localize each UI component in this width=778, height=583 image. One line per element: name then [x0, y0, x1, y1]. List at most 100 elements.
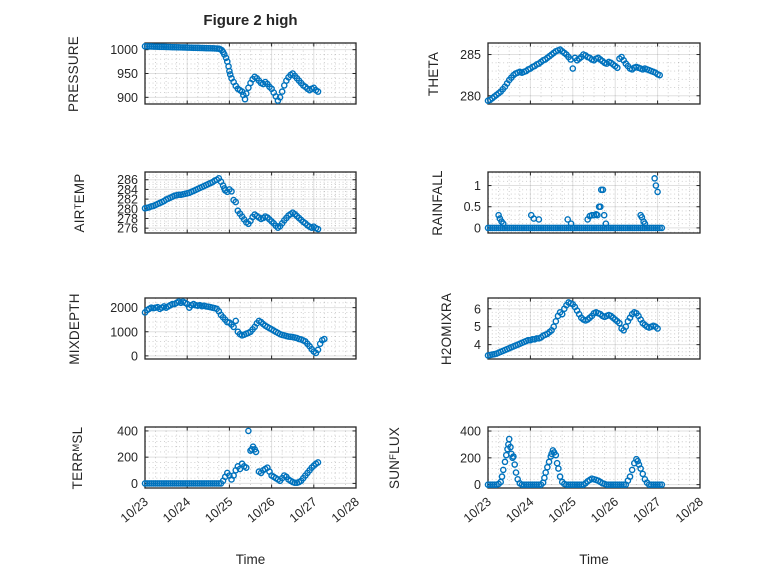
data-point-marker [611, 481, 619, 488]
data-point-marker [522, 481, 530, 488]
data-point-marker [563, 481, 570, 488]
x-tick-label: 10/25 [546, 495, 579, 526]
y-tick-label: 200 [117, 451, 138, 465]
data-point-marker [186, 480, 193, 487]
data-point-marker [556, 473, 564, 480]
data-point-marker [654, 224, 661, 232]
data-point-marker [169, 480, 176, 487]
data-point-marker [200, 480, 208, 487]
data-point-marker [179, 44, 187, 51]
data-point-marker [575, 224, 583, 232]
y-tick-label: 0.5 [464, 200, 481, 214]
data-point-marker [183, 480, 191, 487]
data-point-marker [222, 54, 230, 62]
data-point-marker [177, 44, 185, 51]
data-point-marker [590, 224, 598, 232]
data-point-marker [594, 224, 602, 232]
data-point-marker [527, 224, 534, 232]
data-point-marker [491, 224, 498, 232]
data-point-marker [169, 43, 176, 51]
ylabel-subscript: F [388, 453, 400, 460]
data-point-marker [505, 224, 513, 232]
data-point-marker [563, 224, 570, 232]
plot-area-mixdepth: 0 1000 2000 [110, 297, 357, 363]
data-point-marker [575, 481, 583, 488]
data-point-marker [221, 51, 228, 58]
data-point-marker [533, 481, 541, 488]
y-tick-label: 950 [117, 67, 138, 81]
data-point-marker [626, 473, 634, 480]
data-point-marker [484, 481, 492, 488]
data-point-marker [527, 481, 534, 488]
data-point-marker [616, 481, 623, 488]
data-point-marker [162, 480, 170, 487]
data-point-marker [577, 224, 585, 232]
data-point-marker [499, 224, 507, 232]
data-point-marker [573, 481, 581, 488]
data-point-marker [529, 481, 536, 488]
data-point-marker [192, 480, 199, 487]
axes-box [144, 171, 357, 234]
data-point-marker [592, 224, 600, 232]
data-point-marker [511, 461, 519, 468]
data-point-marker [230, 323, 237, 331]
x-tick-label: 10/24 [503, 495, 536, 526]
data-point-marker [226, 71, 234, 78]
y-tick-label: 285 [460, 48, 481, 62]
data-point-marker [628, 224, 636, 232]
data-point-marker [175, 191, 183, 199]
data-point-marker [529, 335, 536, 343]
data-point-marker [658, 224, 666, 232]
data-point-marker [173, 43, 180, 51]
data-point-marker [493, 224, 500, 232]
data-point-marker [641, 220, 649, 227]
data-point-marker [614, 64, 621, 72]
data-point-marker [211, 480, 218, 487]
data-point-marker [620, 481, 627, 488]
data-point-marker [179, 480, 187, 487]
y-tick-label: 284 [117, 183, 138, 197]
data-point-marker [573, 224, 581, 232]
data-point-marker [145, 43, 153, 50]
data-point-marker [544, 224, 551, 232]
x-tick-label: 10/27 [631, 495, 664, 526]
data-point-marker [190, 480, 197, 487]
x-tick-label: 10/28 [673, 495, 706, 526]
y-tick-label: 5 [474, 320, 481, 334]
data-point-marker [542, 469, 549, 476]
data-point-marker [535, 216, 543, 223]
data-point-marker [624, 224, 632, 232]
data-point-marker [484, 224, 492, 232]
data-point-marker [622, 224, 630, 232]
data-point-marker [192, 44, 199, 52]
data-point-marker [198, 480, 206, 487]
y-tick-label: 900 [117, 91, 138, 105]
data-point-marker [594, 211, 601, 219]
plot-area-h2omixra: 4 5 6 [474, 297, 701, 360]
y-tick-label: 4 [474, 338, 481, 352]
ylabel-text: PRESSURE [65, 35, 81, 112]
y-tick-label: 2000 [110, 301, 138, 315]
data-point-marker [614, 481, 621, 488]
data-point-marker [508, 224, 515, 232]
data-point-marker [554, 224, 562, 232]
data-point-marker [550, 224, 558, 232]
data-point-marker [567, 224, 574, 232]
data-point-marker [502, 451, 510, 459]
data-point-marker [652, 182, 660, 189]
data-point-marker [488, 481, 496, 488]
data-point-marker [531, 224, 538, 232]
data-point-marker [173, 480, 180, 487]
data-point-marker [242, 90, 250, 97]
data-point-marker [516, 224, 524, 232]
data-point-marker [565, 481, 572, 488]
axes-box [487, 297, 701, 360]
y-tick-label: 282 [117, 193, 138, 207]
data-point-marker [226, 67, 233, 75]
data-point-marker [650, 481, 657, 488]
y-tick-label: 0 [131, 477, 138, 491]
data-point-marker [605, 224, 613, 232]
data-point-marker [175, 480, 183, 487]
data-point-marker [622, 323, 630, 331]
